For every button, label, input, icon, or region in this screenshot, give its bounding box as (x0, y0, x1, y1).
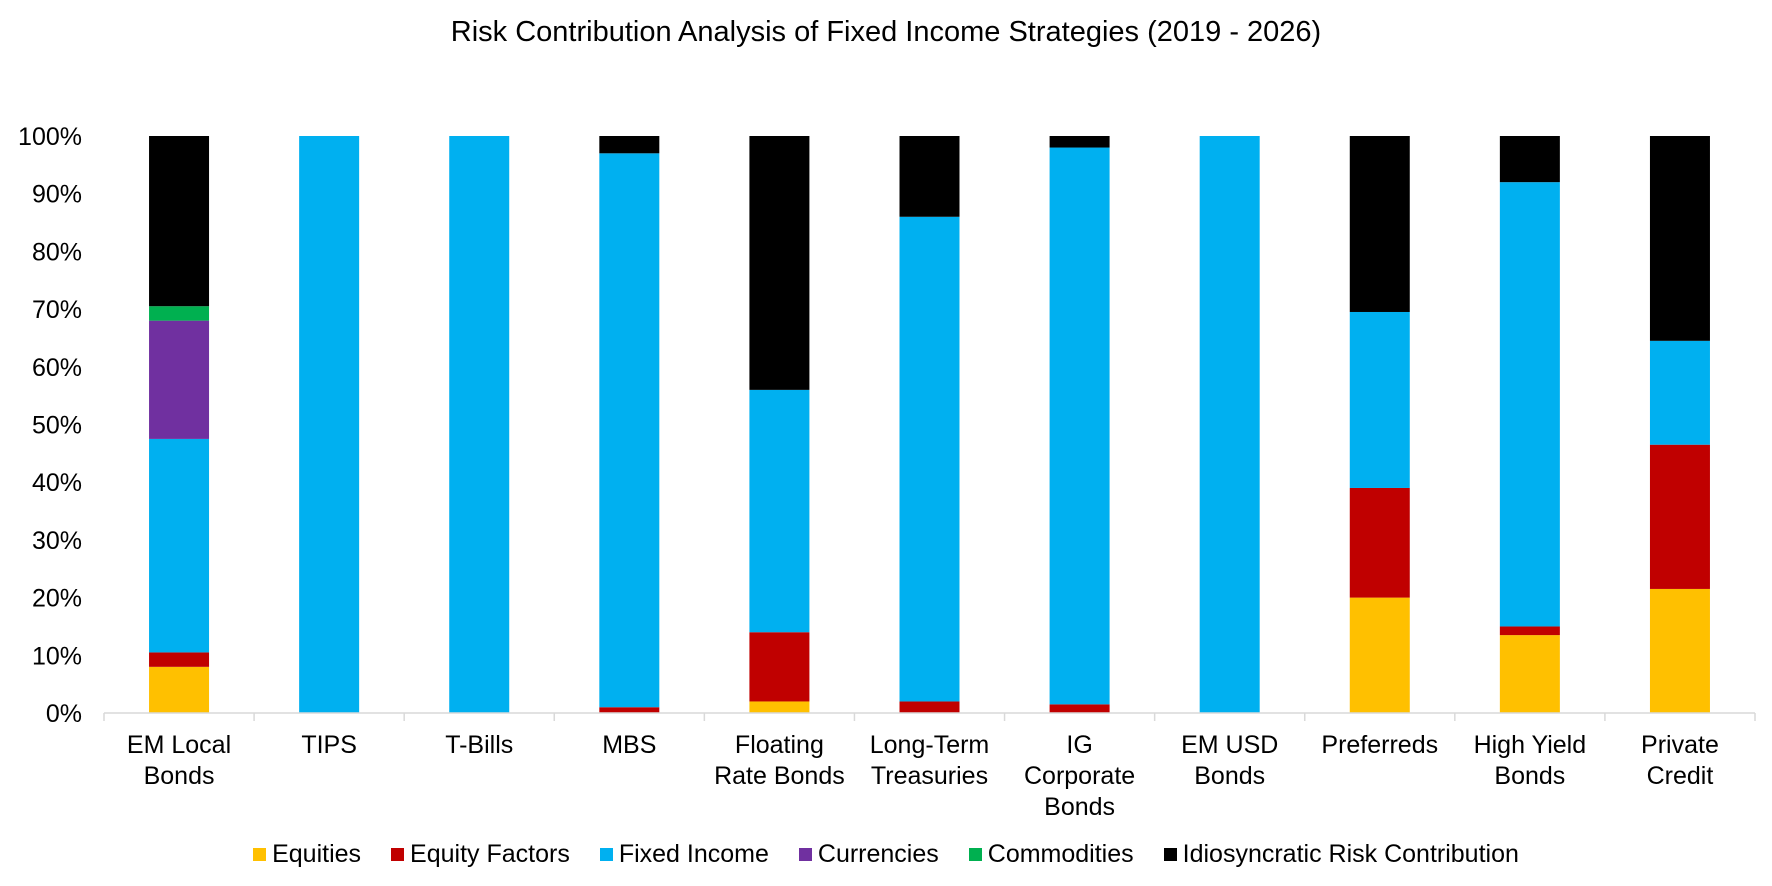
y-axis-labels: 0% 10% 20% 30% 40% 50% 60% 70% 80% 90% 100% (18, 123, 82, 728)
x-category-label: EM Local Bonds (127, 731, 231, 790)
bar-segment-idiosyncratic-risk-contribution (1349, 136, 1410, 312)
bar-segment-fixed-income (449, 136, 510, 713)
bar-segment-equity-factors (149, 652, 210, 667)
bar-segment-fixed-income (1199, 136, 1260, 713)
bar-segment-fixed-income (749, 389, 810, 633)
y-tick-label: 0% (46, 700, 82, 728)
x-category-label: Long-Term Treasuries (870, 731, 990, 790)
bar-segment-fixed-income (299, 136, 360, 713)
bar-segment-fixed-income (899, 216, 960, 702)
legend-swatch (798, 848, 812, 861)
bar-segment-idiosyncratic-risk-contribution (1649, 136, 1710, 341)
x-category-label: Private Credit (1641, 731, 1719, 790)
bar-segment-equities (1349, 597, 1410, 713)
chart-title: Risk Contribution Analysis of Fixed Inco… (450, 16, 1322, 48)
legend-swatch (599, 848, 613, 861)
x-category-label: T-Bills (445, 731, 513, 759)
x-category-label: Floating Rate Bonds (714, 731, 845, 790)
bar-segment-currencies (149, 320, 210, 439)
bar-segment-fixed-income (1499, 182, 1560, 627)
bar-segment-idiosyncratic-risk-contribution (749, 136, 810, 390)
legend-swatch (391, 848, 405, 861)
bar-segment-equity-factors (899, 701, 960, 713)
bar-segment-equity-factors (749, 632, 810, 702)
legend-item-currencies: Currencies (798, 840, 939, 869)
legend-label: Currencies (817, 840, 939, 868)
legend-label: Equity Factors (410, 840, 570, 868)
y-tick-label: 100% (18, 123, 82, 151)
x-category-label: MBS (602, 731, 656, 759)
legend-item-commodities: Commodities (968, 840, 1134, 869)
bar-segment-equity-factors (1049, 704, 1110, 713)
y-tick-label: 70% (32, 296, 82, 324)
bar-segment-fixed-income (1049, 147, 1110, 705)
x-axis-labels: EM Local Bonds TIPS T-Bills MBS Floating Rate … (127, 731, 1719, 821)
y-tick-label: 20% (32, 585, 82, 613)
bar-segment-equity-factors (599, 707, 660, 713)
bar-segment-equities (149, 666, 210, 713)
y-tick-label: 30% (32, 527, 82, 555)
x-category-label: High Yield Bonds (1474, 731, 1587, 790)
legend: Equities Equity Factors Fixed Income Curren… (0, 840, 1772, 869)
bar-segment-equities (1649, 588, 1710, 713)
bar-segment-equity-factors (1349, 487, 1410, 598)
y-tick-label: 10% (32, 642, 82, 670)
bar-segment-fixed-income (149, 438, 210, 653)
bar-segment-idiosyncratic-risk-contribution (899, 136, 960, 217)
legend-label: Idiosyncratic Risk Contribution (1182, 840, 1519, 868)
bar-segment-idiosyncratic-risk-contribution (1499, 136, 1560, 183)
bar-segment-fixed-income (1349, 311, 1410, 488)
bar-segment-equities (749, 701, 810, 713)
legend-label: Commodities (987, 840, 1134, 868)
x-category-label: TIPS (301, 731, 357, 759)
bar-segment-equity-factors (1499, 626, 1560, 636)
y-tick-label: 80% (32, 238, 82, 266)
bar-segment-idiosyncratic-risk-contribution (1049, 136, 1110, 148)
legend-swatch (968, 848, 982, 861)
legend-item-equity-factors: Equity Factors (391, 840, 570, 869)
bar-segment-fixed-income (599, 153, 660, 708)
bar-segment-idiosyncratic-risk-contribution (149, 136, 210, 307)
bar-segment-equity-factors (1649, 444, 1710, 589)
legend-item-idiosyncratic-risk-contribution: Idiosyncratic Risk Contribution (1163, 840, 1519, 869)
bars (149, 136, 1710, 713)
bar-segment-fixed-income (1649, 340, 1710, 445)
legend-item-equities: Equities (253, 840, 361, 869)
y-tick-label: 90% (32, 181, 82, 209)
x-category-label: Preferreds (1321, 731, 1438, 759)
legend-swatch (253, 848, 267, 861)
x-axis (103, 712, 1756, 721)
legend-swatch (1163, 848, 1177, 861)
x-category-label: EM USD Bonds (1181, 731, 1278, 790)
y-tick-label: 60% (32, 354, 82, 382)
x-category-label: IG Corporate Bonds (1024, 731, 1135, 821)
legend-label: Fixed Income (618, 840, 769, 868)
y-tick-label: 50% (32, 412, 82, 440)
legend-label: Equities (272, 840, 362, 868)
bar-segment-commodities (149, 306, 210, 321)
legend-item-fixed-income: Fixed Income (599, 840, 769, 869)
bar-segment-idiosyncratic-risk-contribution (599, 136, 660, 154)
y-tick-label: 40% (32, 469, 82, 497)
bar-segment-equities (1499, 635, 1560, 713)
